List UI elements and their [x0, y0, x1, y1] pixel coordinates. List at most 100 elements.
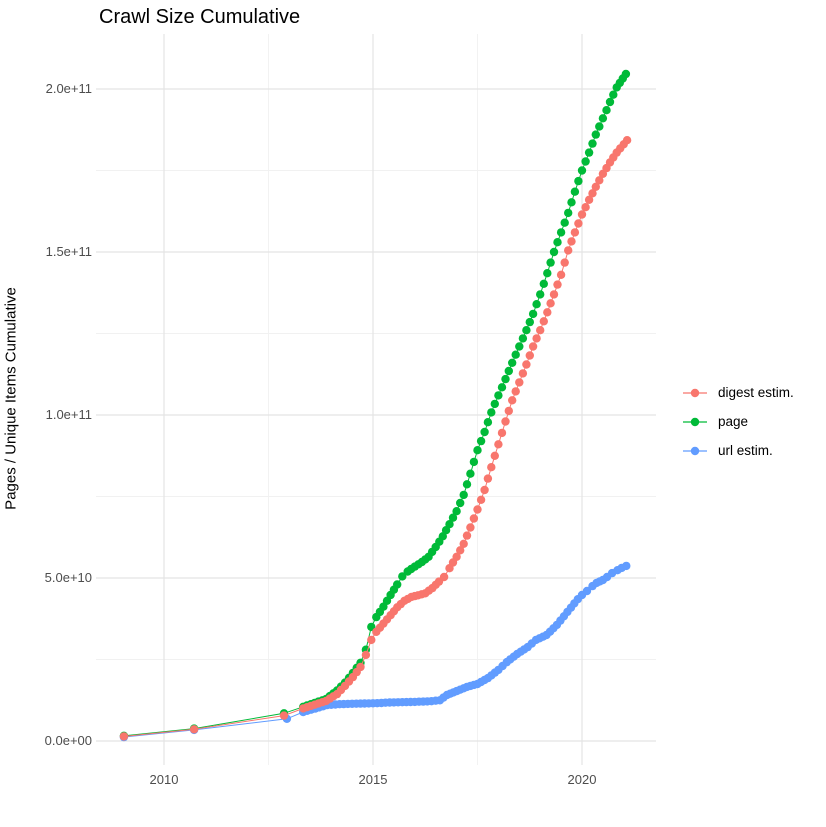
legend-label: digest estim. [718, 385, 794, 400]
data-point [473, 505, 482, 514]
data-point [605, 97, 615, 107]
data-point [476, 495, 486, 504]
data-point [189, 725, 199, 734]
data-point [459, 539, 468, 548]
data-point [494, 440, 503, 449]
data-point [518, 334, 528, 343]
data-point [462, 480, 472, 489]
legend-key-icon [683, 388, 707, 397]
data-point [584, 195, 594, 204]
y-tick-label: 0.0e+00 [44, 733, 92, 748]
data-point [494, 391, 503, 400]
data-point [532, 334, 541, 343]
data-point [511, 350, 520, 359]
data-point [584, 148, 594, 157]
data-point [456, 498, 465, 508]
data-point [501, 417, 510, 426]
data-point [473, 446, 482, 455]
data-point [476, 436, 486, 446]
legend-key-dot [690, 417, 700, 426]
data-point [480, 427, 489, 437]
data-point [588, 189, 597, 198]
data-point [361, 650, 371, 660]
data-point [539, 317, 548, 326]
data-point [393, 580, 402, 589]
data-point [546, 258, 555, 267]
data-point [522, 360, 531, 369]
data-point [609, 90, 618, 99]
data-point [567, 237, 576, 246]
data-point [515, 342, 524, 351]
legend-item: page [681, 407, 794, 436]
data-point [518, 369, 528, 378]
data-point [543, 269, 552, 278]
series-line [123, 565, 627, 738]
legend-key-dot [690, 388, 700, 397]
series-line [123, 139, 628, 737]
data-point [367, 635, 376, 645]
data-point [504, 406, 513, 416]
x-tick-label: 2015 [358, 772, 388, 787]
y-tick-label: 2.0e+11 [45, 81, 92, 96]
data-point [582, 586, 592, 596]
legend-label: page [718, 414, 749, 429]
data-point [525, 317, 534, 327]
data-point [448, 513, 458, 522]
data-point [356, 662, 365, 672]
data-point [539, 279, 548, 288]
data-point [577, 210, 587, 219]
series-digest-estim [119, 136, 632, 741]
data-point [549, 290, 559, 299]
legend-item: url estim. [681, 436, 794, 465]
data-point [564, 208, 573, 218]
data-point [546, 299, 555, 308]
data-point [528, 342, 538, 351]
legend-key-icon [683, 446, 707, 455]
data-point [469, 514, 479, 523]
data-point [487, 408, 496, 417]
legend-item: digest estim. [681, 378, 794, 407]
data-point [487, 463, 496, 472]
data-point [508, 396, 517, 405]
data-point [549, 247, 559, 257]
data-point [466, 469, 475, 478]
chart-title: Crawl Size Cumulative [99, 6, 301, 28]
series-line [123, 73, 627, 737]
data-point [508, 358, 517, 367]
y-tick-label: 5.0e+10 [44, 570, 92, 585]
data-point [501, 374, 510, 384]
data-point [279, 711, 289, 720]
legend-key-icon [683, 417, 707, 426]
data-point [581, 203, 590, 212]
data-point [598, 114, 608, 123]
data-point [480, 485, 489, 495]
data-point [445, 520, 454, 529]
data-point [591, 182, 600, 191]
data-point [577, 166, 587, 175]
data-point [528, 309, 538, 319]
data-point [553, 280, 562, 289]
y-tick-label: 1.5e+11 [45, 244, 92, 259]
data-point [574, 176, 583, 186]
data-point [536, 326, 545, 335]
data-point [595, 122, 604, 131]
data-point [452, 507, 461, 516]
data-point [532, 300, 541, 309]
data-point [622, 136, 632, 145]
series-url-estim [119, 561, 631, 742]
data-point [497, 383, 507, 392]
data-point [522, 326, 531, 335]
data-point [490, 399, 499, 409]
data-point [462, 531, 472, 540]
data-point [119, 732, 129, 741]
x-tick-label: 2010 [149, 772, 179, 787]
data-point [567, 198, 576, 207]
data-point [483, 474, 493, 483]
data-point [398, 572, 407, 581]
x-tick-label: 2020 [567, 772, 597, 787]
data-point [504, 366, 513, 376]
data-point [602, 106, 611, 115]
y-tick-label: 1.0e+11 [45, 407, 92, 422]
